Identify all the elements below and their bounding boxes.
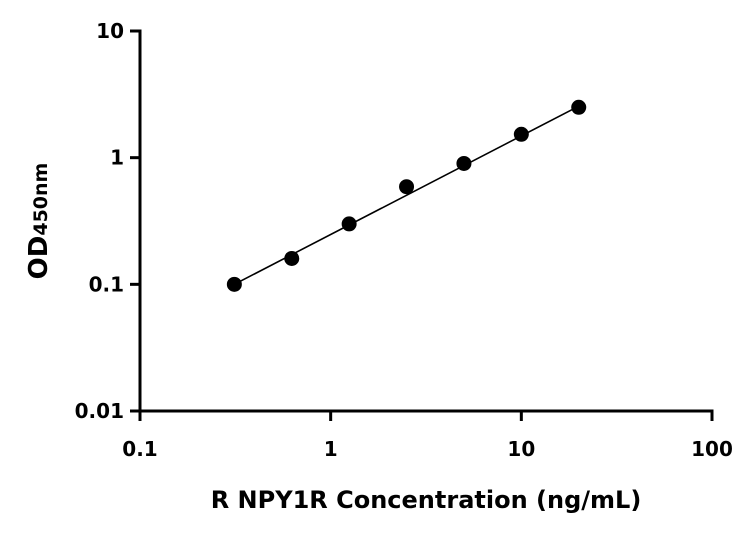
- y-tick-label: 0.1: [89, 272, 124, 296]
- x-tick-label: 1: [324, 437, 338, 461]
- x-ticks: 0.1 1 10 100: [122, 411, 733, 461]
- data-point: [284, 250, 300, 266]
- x-tick-label: 100: [691, 437, 733, 461]
- y-axis-title: OD450nm: [24, 163, 54, 280]
- data-point: [399, 179, 415, 195]
- data-point: [226, 276, 242, 292]
- y-tick-label: 0.01: [75, 399, 124, 423]
- x-axis-title: R NPY1R Concentration (ng/mL): [211, 486, 642, 514]
- data-point: [341, 216, 357, 232]
- data-point: [571, 99, 587, 115]
- x-tick-label: 0.1: [122, 437, 157, 461]
- data-point: [456, 155, 472, 171]
- data-point: [513, 126, 529, 142]
- svg-text:OD450nm: OD450nm: [24, 163, 54, 280]
- y-axis-title-main: OD: [24, 236, 54, 280]
- data-points: [226, 99, 587, 292]
- y-tick-label: 1: [110, 146, 124, 170]
- y-axis-title-subscript: 450nm: [30, 163, 52, 236]
- axes: [138, 29, 714, 413]
- y-tick-label: 10: [96, 19, 124, 43]
- x-tick-label: 10: [507, 437, 535, 461]
- y-ticks: 0.01 0.1 1 10: [75, 19, 140, 423]
